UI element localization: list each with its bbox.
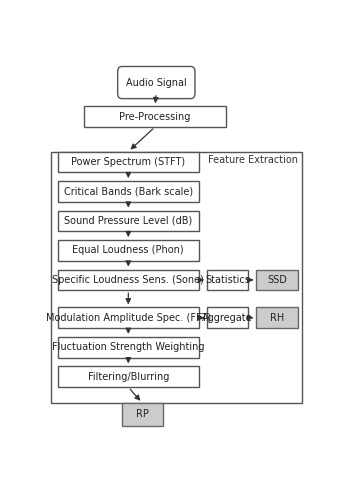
FancyBboxPatch shape bbox=[256, 270, 298, 290]
FancyBboxPatch shape bbox=[58, 181, 199, 202]
FancyBboxPatch shape bbox=[207, 307, 248, 328]
Text: Filtering/Blurring: Filtering/Blurring bbox=[88, 372, 169, 382]
Text: Feature Extraction: Feature Extraction bbox=[207, 155, 298, 164]
Text: RH: RH bbox=[270, 313, 284, 323]
Text: Critical Bands (Bark scale): Critical Bands (Bark scale) bbox=[64, 187, 193, 196]
FancyBboxPatch shape bbox=[207, 270, 248, 290]
Text: RP: RP bbox=[136, 409, 149, 419]
Text: Fluctuation Strength Weighting: Fluctuation Strength Weighting bbox=[52, 342, 205, 352]
Text: Power Spectrum (STFT): Power Spectrum (STFT) bbox=[71, 157, 185, 167]
FancyBboxPatch shape bbox=[58, 152, 199, 172]
Text: Specific Loudness Sens. (Sone): Specific Loudness Sens. (Sone) bbox=[52, 275, 204, 285]
FancyBboxPatch shape bbox=[122, 403, 163, 426]
FancyBboxPatch shape bbox=[84, 106, 226, 127]
FancyBboxPatch shape bbox=[256, 307, 298, 328]
FancyBboxPatch shape bbox=[58, 307, 199, 328]
Text: SSD: SSD bbox=[267, 275, 287, 285]
FancyBboxPatch shape bbox=[58, 240, 199, 261]
FancyBboxPatch shape bbox=[118, 66, 195, 99]
Text: Statistics: Statistics bbox=[205, 275, 250, 285]
FancyBboxPatch shape bbox=[58, 366, 199, 387]
Text: Pre-Processing: Pre-Processing bbox=[119, 111, 191, 122]
FancyBboxPatch shape bbox=[58, 270, 199, 290]
Text: Aggregate: Aggregate bbox=[202, 313, 253, 323]
Text: Equal Loudness (Phon): Equal Loudness (Phon) bbox=[73, 246, 184, 255]
Text: Sound Pressure Level (dB): Sound Pressure Level (dB) bbox=[64, 216, 192, 226]
FancyBboxPatch shape bbox=[51, 152, 302, 403]
FancyBboxPatch shape bbox=[58, 211, 199, 231]
FancyBboxPatch shape bbox=[58, 337, 199, 357]
Text: Audio Signal: Audio Signal bbox=[126, 78, 187, 87]
Text: Modulation Amplitude Spec. (FFT): Modulation Amplitude Spec. (FFT) bbox=[46, 313, 211, 323]
